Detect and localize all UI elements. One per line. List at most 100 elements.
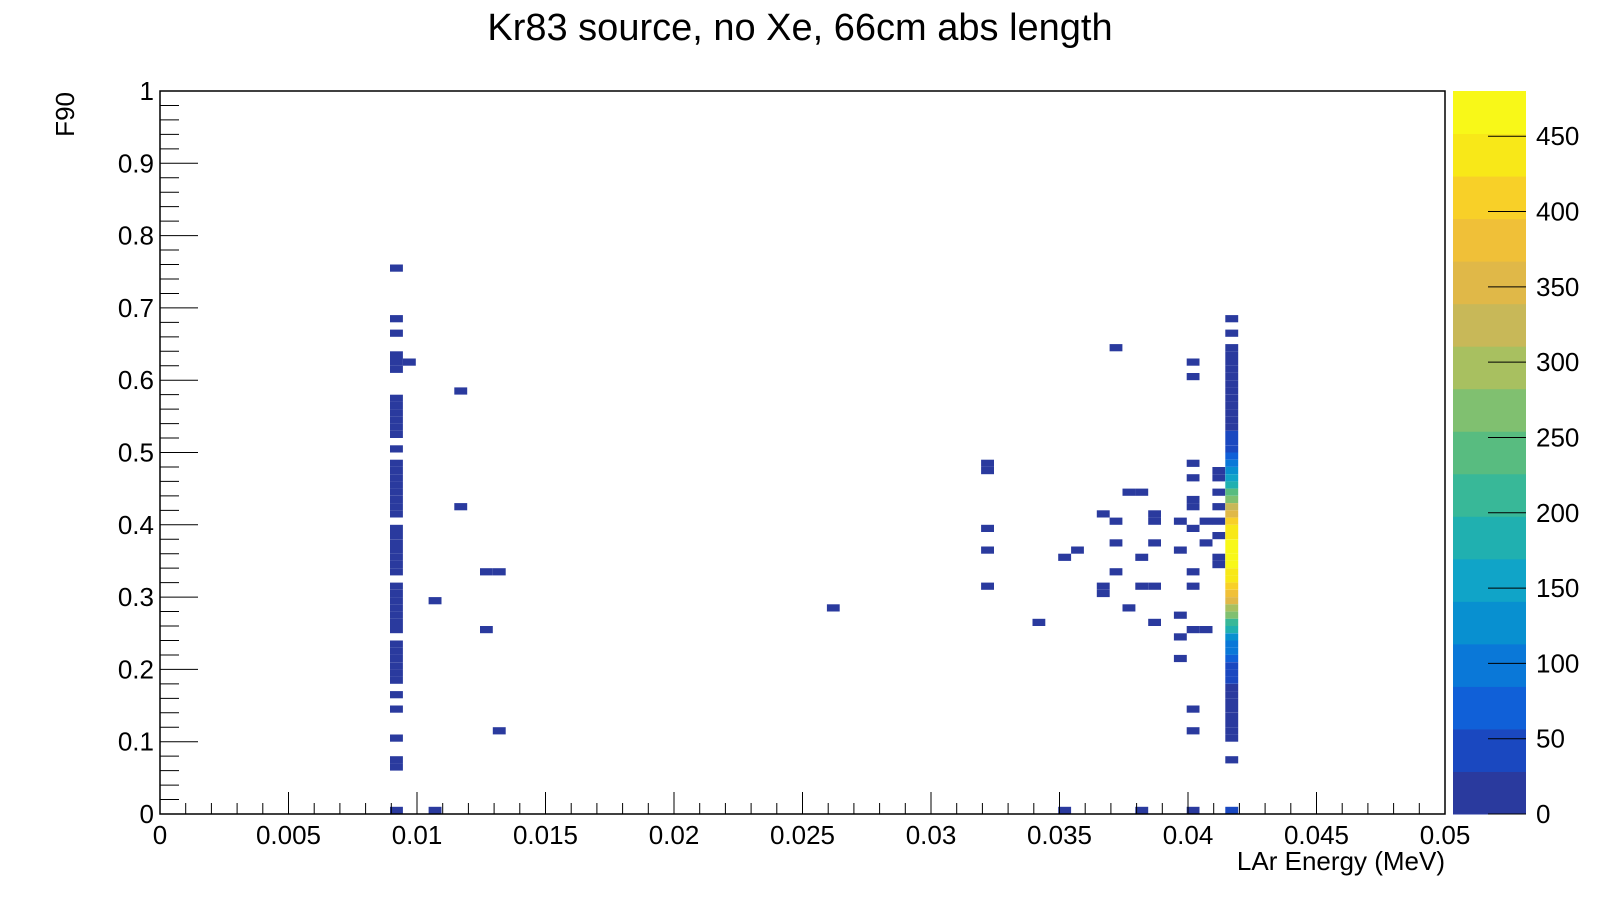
y-tick-label: 0.2 [118,654,154,684]
heatmap-bin [1058,553,1072,561]
heatmap-bin [1225,669,1239,677]
heatmap-bin [1122,488,1136,496]
heatmap-bin [1109,568,1123,576]
heatmap-bin [390,553,403,561]
heatmap-bin [1212,561,1226,569]
heatmap-bin [390,582,403,590]
heatmap-bin [1225,662,1239,670]
heatmap-bin [390,561,403,569]
heatmap-bin [1225,394,1239,402]
heatmap-bin [1135,806,1149,814]
heatmap-bin [1225,467,1239,475]
color-scale-step [1453,91,1526,135]
x-tick-label: 0.025 [770,820,835,850]
heatmap-bin [1148,582,1161,590]
heatmap-bin [390,806,403,814]
heatmap-bin [1225,604,1239,612]
heatmap-bin [1135,582,1149,590]
heatmap-bin [454,503,468,511]
color-scale-step [1453,601,1526,645]
heatmap-bin [1225,640,1239,648]
heatmap-bin [1186,806,1200,814]
heatmap-bin [1186,568,1200,576]
heatmap-bin [1225,365,1239,373]
x-axis: 0 0.005 0.01 0.015 0.02 0.025 0.03 0.035 0.04 0.0… [153,792,1471,850]
y-tick-label: 0.6 [118,365,154,395]
heatmap-bin [1225,546,1239,554]
heatmap-bin [1212,553,1226,561]
heatmap-bin [981,546,994,554]
heatmap-bin [1225,351,1239,359]
heatmap-bin [1225,532,1239,540]
heatmap-bin [390,264,403,272]
heatmap-bin [1212,467,1226,475]
heatmap-bin [1225,445,1239,453]
heatmap-bin [1225,611,1239,619]
heatmap-bin [390,394,403,402]
heatmap-bin [1225,329,1239,337]
heatmap-bin [1186,582,1200,590]
heatmap-bin [1225,698,1239,706]
heatmap-bin [390,488,403,496]
x-tick-label: 0 [153,820,167,850]
heatmap-bin [1148,618,1161,626]
heatmap-bin [390,459,403,467]
color-scale-label: 100 [1536,648,1579,678]
color-scale-label: 250 [1536,422,1579,452]
heatmap-bin [1199,517,1213,525]
heatmap-bin [1212,503,1226,511]
color-scale-label: 400 [1536,197,1579,227]
heatmap-bin [981,524,994,532]
heatmap-bin [1225,452,1239,460]
heatmap-bin [1225,503,1239,511]
heatmap-bin [1225,756,1239,764]
color-scale-step [1453,728,1526,772]
y-tick-label: 1 [140,76,154,106]
x-tick-label: 0.01 [392,820,443,850]
x-tick-label: 0.05 [1420,820,1471,850]
y-tick-label: 0.5 [118,438,154,468]
heatmap-bin [1225,358,1239,366]
heatmap-bin [1173,611,1187,619]
y-tick-label: 0 [140,799,154,829]
heatmap-bin [390,734,403,742]
heatmap-bin [1225,416,1239,424]
color-scale-step [1453,686,1526,730]
chart-title: Kr83 source, no Xe, 66cm abs length [487,7,1112,49]
heatmap-bin [390,430,403,438]
y-axis: 0 0.1 0.2 0.3 0.4 0.5 0.6 0.7 0.8 0.9 1 [118,76,198,829]
color-scale-step [1453,261,1526,305]
heatmap-bin [1225,647,1239,655]
heatmap-bin [1225,539,1239,547]
heatmap-bin [1109,539,1123,547]
color-scale-step [1453,473,1526,517]
heatmap-bin [390,756,403,764]
heatmap-bin [1199,626,1213,634]
heatmap-bin [1032,618,1046,626]
heatmap-bin [1186,705,1200,713]
heatmap-bin [1225,380,1239,388]
heatmap-bin [1225,561,1239,569]
heatmap-bin [1225,495,1239,504]
heatmap-bin [1173,517,1187,525]
heatmap-bin [390,467,403,475]
heatmap-bin [1225,481,1239,489]
y-tick-label: 0.8 [118,221,154,251]
heatmap-bin [480,626,493,634]
color-scale-step [1453,133,1526,177]
heatmap-bin [1071,546,1084,554]
heatmap-bin [981,459,994,467]
heatmap-bin [1186,495,1200,504]
heatmap-bin [1173,654,1187,663]
heatmap-bin [390,445,403,453]
heatmap-bin [390,626,403,634]
heatmap-bin [390,365,403,373]
color-scale-step [1453,771,1526,815]
heatmap-bin [1186,524,1200,532]
x-tick-label: 0.015 [513,820,578,850]
heatmap-bin [390,691,403,699]
x-tick-label: 0.04 [1163,820,1214,850]
heatmap-bin [390,669,403,677]
heatmap-bin [1225,806,1239,814]
